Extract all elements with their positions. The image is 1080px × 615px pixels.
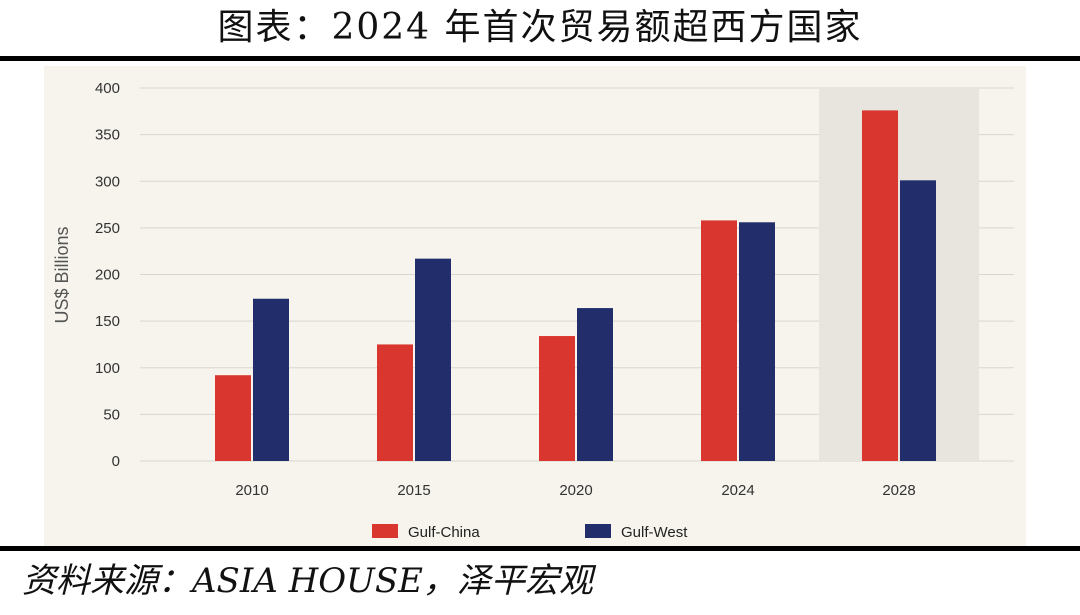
x-tick-2015: 2015 [397, 482, 430, 499]
bar-gulf-china-2020 [539, 336, 575, 461]
bar-gulf-china-2028 [862, 110, 898, 461]
bar-gulf-west-2020 [577, 308, 613, 461]
y-tick-400: 400 [95, 80, 120, 97]
y-tick-300: 300 [95, 173, 120, 190]
bar-gulf-west-2015 [415, 258, 451, 461]
x-tick-2020: 2020 [559, 482, 592, 499]
bar-gulf-west-2024 [739, 222, 775, 461]
y-tick-350: 350 [95, 127, 120, 144]
chart-title: 图表：2024 年首次贸易额超西方国家 [217, 7, 863, 48]
bar-gulf-west-2010 [253, 298, 289, 461]
highlight-2028 [819, 88, 979, 461]
bar-gulf-china-2015 [377, 344, 413, 461]
forecast-highlight [819, 88, 979, 461]
bar-gulf-china-2024 [701, 220, 737, 461]
x-tick-2028: 2028 [882, 482, 915, 499]
bar-gulf-west-2028 [900, 180, 936, 461]
legend-swatch-gulf-china [372, 524, 398, 538]
y-tick-200: 200 [95, 267, 120, 284]
x-axis-ticks: 2010 2015 2020 2024 2028 [235, 482, 915, 499]
legend-label-gulf-west: Gulf-West [621, 524, 688, 541]
y-axis-ticks: 0 50 100 150 200 250 300 350 400 [95, 80, 120, 470]
bars [215, 110, 936, 461]
bar-gulf-china-2010 [215, 375, 251, 461]
y-tick-50: 50 [103, 406, 120, 423]
source-note: 资料来源：ASIA HOUSE，泽平宏观 [22, 561, 593, 601]
legend-swatch-gulf-west [585, 524, 611, 538]
y-tick-250: 250 [95, 220, 120, 237]
legend: Gulf-China Gulf-West [372, 524, 688, 541]
legend-label-gulf-china: Gulf-China [408, 524, 480, 541]
y-axis-title: US$ Billions [52, 226, 72, 323]
x-tick-2024: 2024 [721, 482, 754, 499]
top-rule [0, 56, 1080, 61]
x-tick-2010: 2010 [235, 482, 268, 499]
bottom-rule [0, 546, 1080, 551]
y-tick-100: 100 [95, 360, 120, 377]
y-tick-0: 0 [112, 453, 120, 470]
y-tick-150: 150 [95, 313, 120, 330]
